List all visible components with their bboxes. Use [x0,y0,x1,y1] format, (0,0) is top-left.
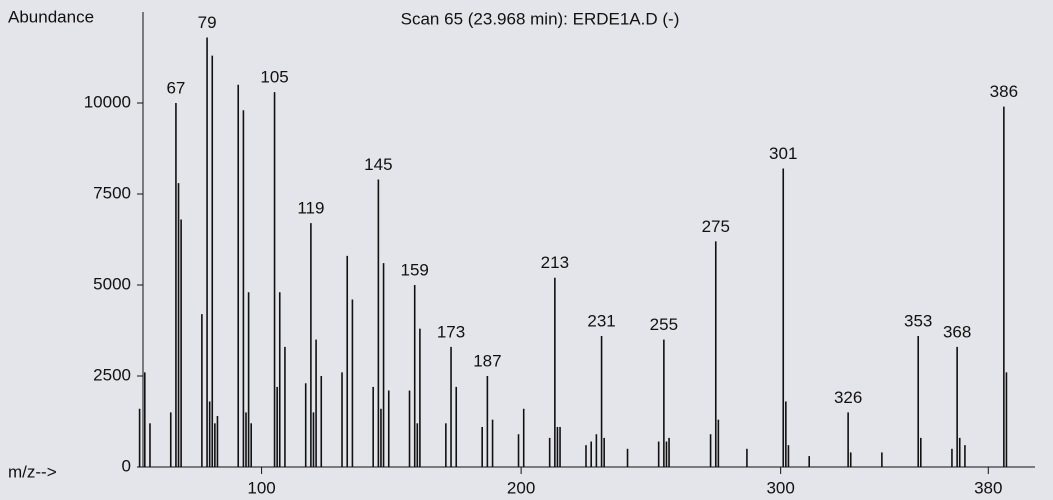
peak-label: 386 [990,82,1018,101]
y-axis-label: Abundance [8,7,94,26]
y-tick-label: 10000 [84,92,131,111]
peak-label: 145 [364,155,392,174]
peak-label: 187 [473,351,501,370]
y-tick-label: 0 [122,456,131,475]
peak-label: 159 [401,260,429,279]
y-tick-label: 2500 [93,365,131,384]
peak-label: 173 [437,322,465,341]
peak-label: 213 [541,253,569,272]
peak-label: 275 [702,217,730,236]
peak-label: 119 [297,199,324,218]
chart-title: Scan 65 (23.968 min): ERDE1A.D (-) [401,9,680,28]
x-tick-label: 100 [247,478,275,497]
peak-label: 301 [769,144,797,163]
y-tick-label: 7500 [93,183,131,202]
peak-label: 79 [198,13,217,32]
peak-label: 353 [904,311,932,330]
peak-label: 231 [587,311,615,330]
x-tick-label: 300 [766,478,794,497]
x-axis-label: m/z--> [8,462,57,481]
peak-label: 67 [166,78,185,97]
peak-label: 255 [650,315,678,334]
x-tick-label: 380 [974,478,1002,497]
y-tick-label: 5000 [93,274,131,293]
peak-label: 105 [260,68,288,87]
peak-label: 368 [943,322,971,341]
x-tick-label: 200 [507,478,535,497]
peak-label: 326 [834,388,862,407]
